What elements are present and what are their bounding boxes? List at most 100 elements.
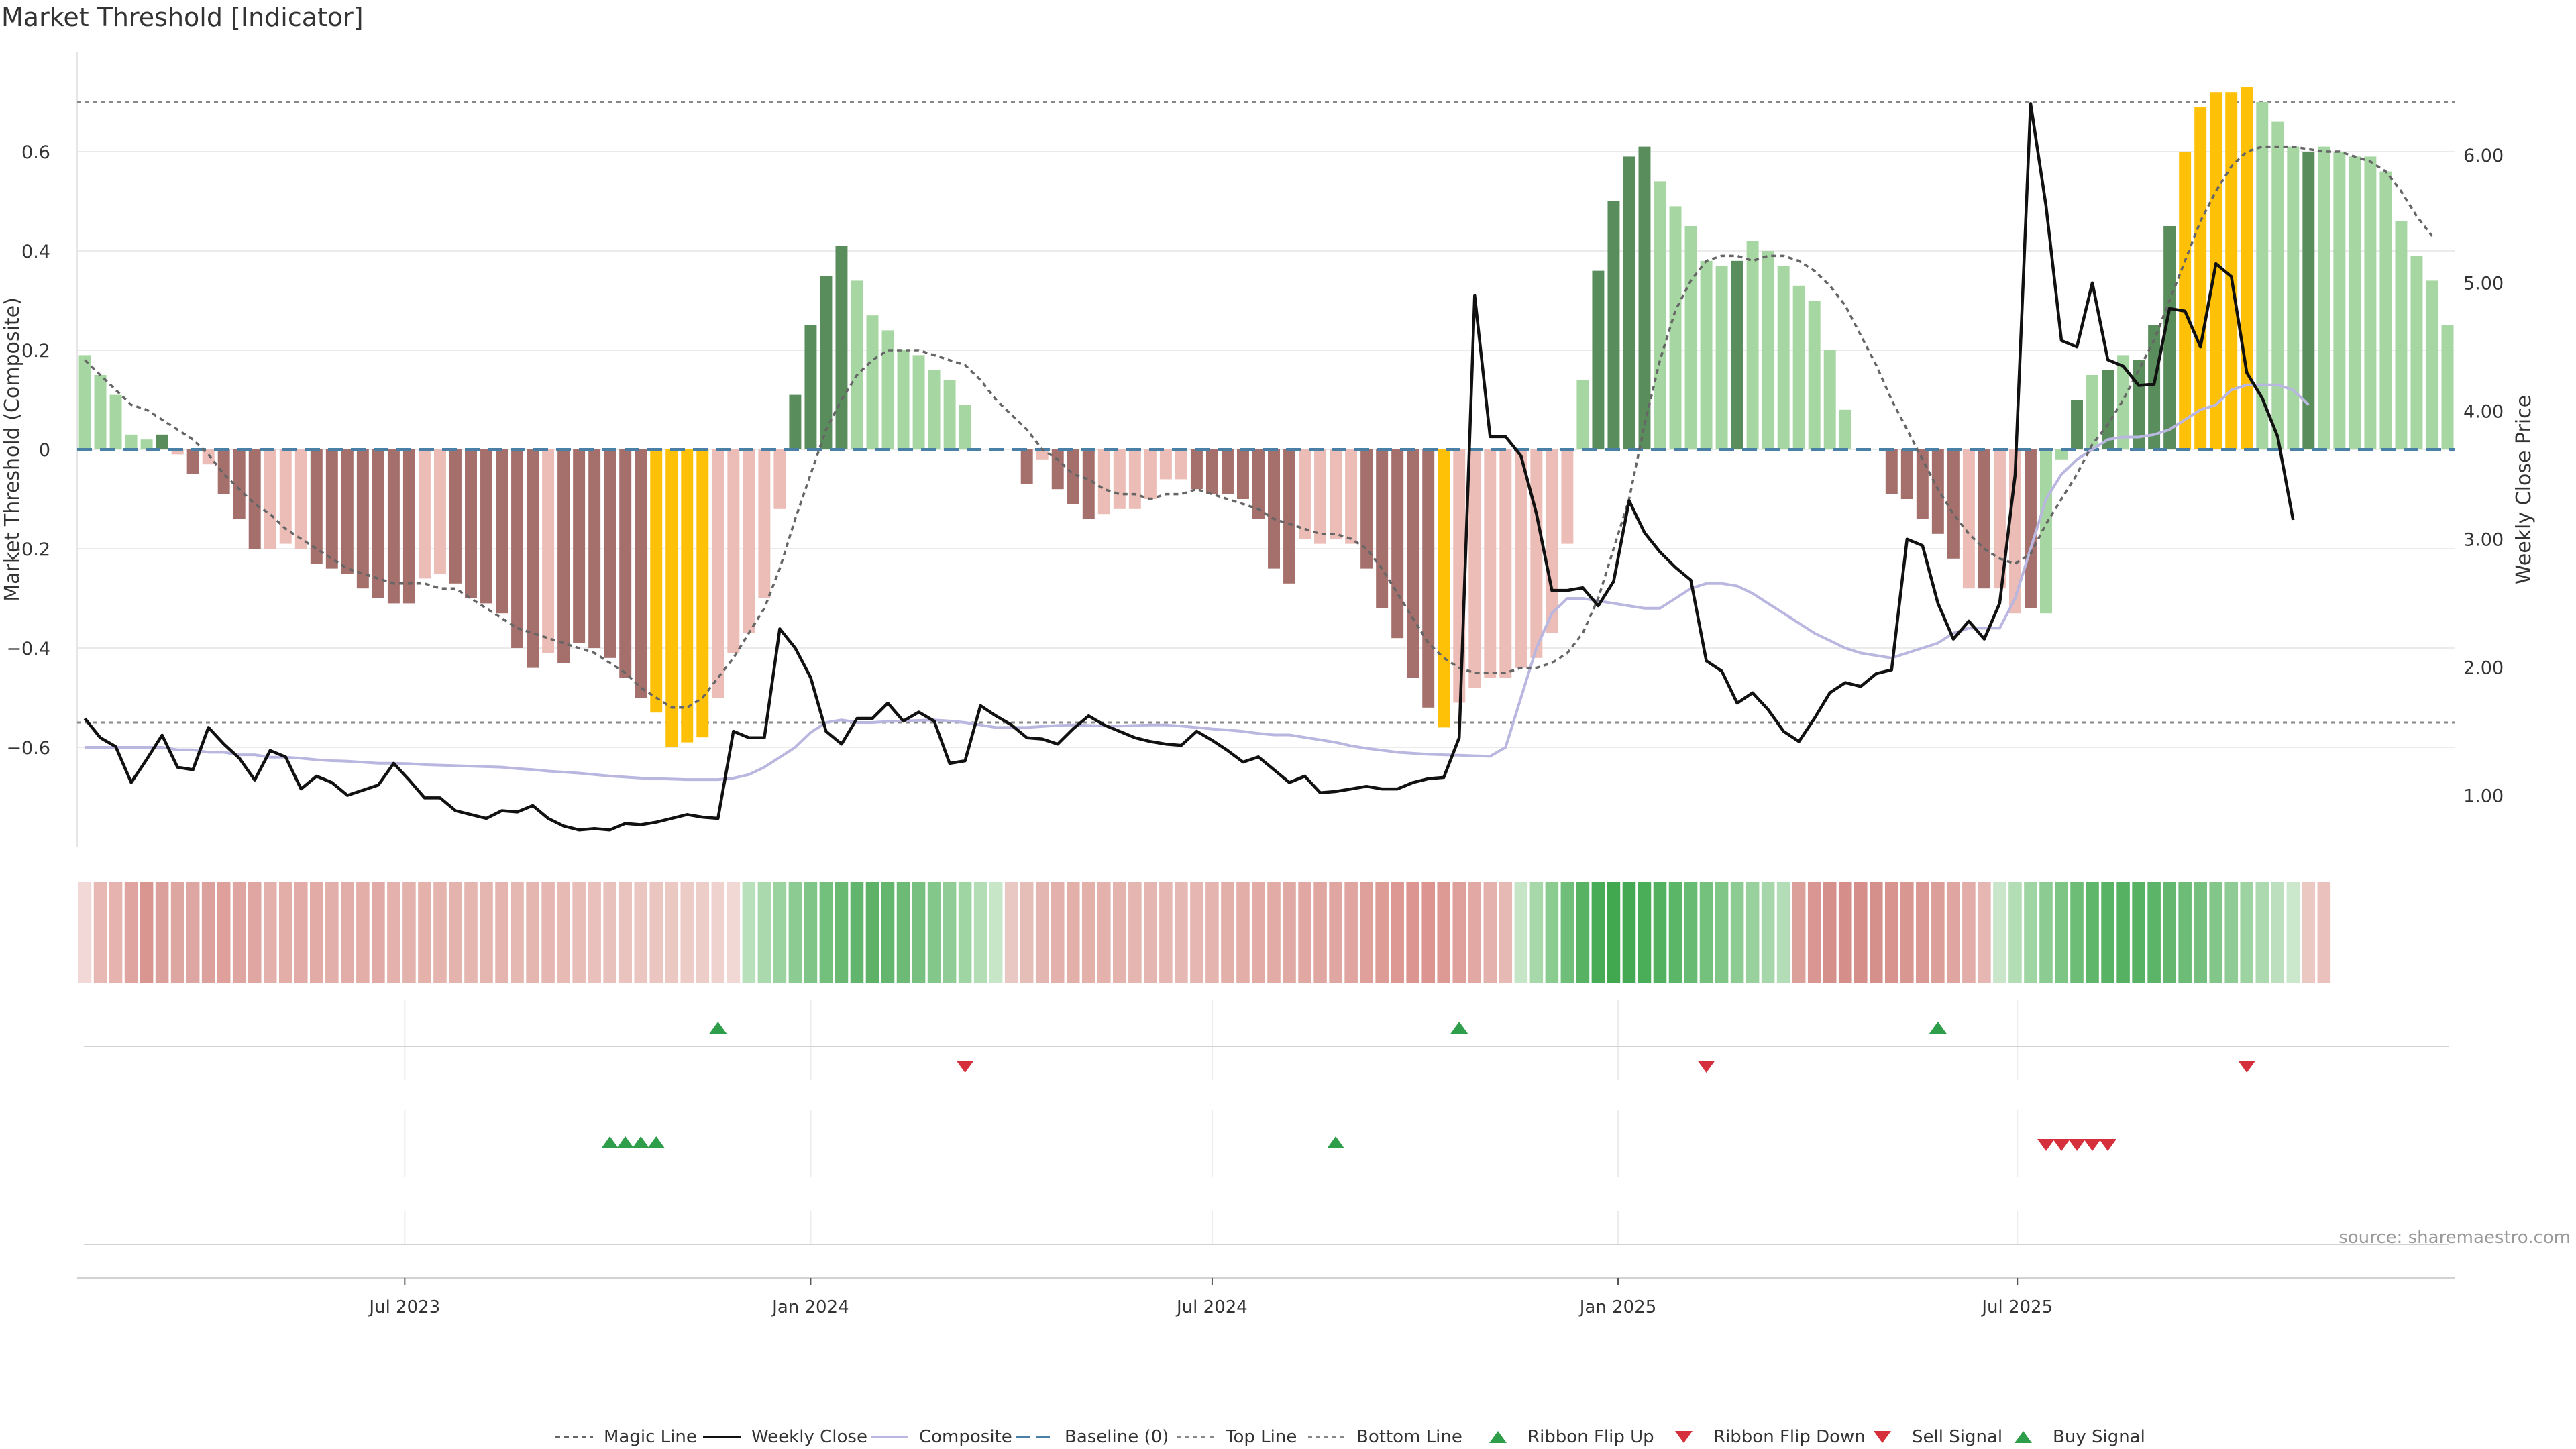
ribbon-cell — [2086, 882, 2099, 983]
bar — [681, 449, 694, 743]
bar — [2271, 121, 2284, 449]
ribbon-cell — [1421, 882, 1435, 983]
legend-swatch — [1675, 1431, 1693, 1443]
ribbon-flip-down-marker — [2238, 1061, 2256, 1073]
ribbon-cell — [773, 882, 787, 983]
bar — [1515, 449, 1527, 668]
bar — [1530, 449, 1543, 658]
ribbon-cell — [372, 882, 385, 983]
weekly-close-line — [83, 102, 2295, 832]
bar — [2225, 92, 2238, 449]
ribbon-flip-down-marker — [956, 1061, 974, 1073]
bar — [1993, 449, 2006, 589]
ribbon-cell — [2224, 882, 2239, 983]
x-tick-label: Jan 2024 — [771, 1297, 849, 1318]
ribbon-cell — [1375, 882, 1389, 983]
bar — [1823, 350, 1836, 449]
ribbon-flip-up-marker — [709, 1022, 727, 1034]
ribbon-cell — [278, 882, 292, 983]
ribbon-cell — [1329, 882, 1342, 983]
source-label: source: sharemaestro.com — [2339, 1228, 2571, 1248]
ribbon-cell — [557, 882, 570, 983]
bar — [294, 449, 307, 549]
bar — [2395, 221, 2408, 449]
bar — [1931, 449, 1944, 534]
bar — [1330, 449, 1342, 539]
bar — [928, 370, 941, 449]
ribbon-cell — [1607, 882, 1621, 983]
bar — [1762, 251, 1774, 449]
ribbon-cell — [2132, 882, 2145, 983]
ribbon-cell — [1221, 882, 1234, 983]
bar — [1900, 449, 1913, 499]
bar — [1360, 449, 1373, 569]
ribbon-cell — [927, 882, 941, 983]
ribbon-cell — [2039, 882, 2053, 983]
bar — [1268, 449, 1280, 569]
sell-signal-marker — [2068, 1139, 2086, 1151]
ribbon-cell — [402, 882, 416, 983]
bar — [912, 355, 925, 449]
ribbon-cell — [1205, 882, 1219, 983]
bar — [279, 449, 292, 544]
ribbon-cell — [1081, 882, 1095, 983]
bar — [1236, 449, 1249, 499]
bar — [1638, 146, 1651, 449]
ribbon-cell — [1035, 882, 1049, 983]
bar — [356, 449, 369, 589]
ribbon-cell — [819, 882, 833, 983]
bar — [1190, 449, 1203, 490]
ribbon-cell — [2240, 882, 2254, 983]
ribbon-cell — [865, 882, 879, 983]
bar — [1978, 449, 1990, 589]
bar — [2040, 449, 2052, 614]
bar — [264, 449, 276, 549]
bar — [2102, 370, 2114, 449]
ribbon-cell — [1854, 882, 1868, 983]
bar — [325, 449, 338, 569]
bar — [1576, 380, 1589, 449]
ribbon-cell — [1144, 882, 1157, 983]
ribbon-cell — [186, 882, 200, 983]
y2-axis-label: Weekly Close Price — [2512, 395, 2536, 584]
ribbon-cell — [78, 882, 92, 983]
ribbon-cell — [1298, 882, 1311, 983]
bar — [156, 434, 168, 449]
bar — [1391, 449, 1404, 639]
ribbon-cell — [1746, 882, 1760, 983]
bar — [1020, 449, 1033, 484]
bar — [2349, 156, 2361, 449]
ribbon-cell — [2209, 882, 2222, 983]
y2-tick-label: 3.00 — [2463, 530, 2504, 551]
bar — [696, 449, 709, 738]
ribbon-cell — [2101, 882, 2114, 983]
bar — [804, 325, 817, 449]
bar — [78, 355, 91, 449]
ribbon-cell — [1097, 882, 1111, 983]
ribbon-cell — [387, 882, 400, 983]
bar — [1468, 449, 1481, 688]
bar — [511, 449, 524, 648]
bar — [2318, 146, 2330, 449]
ribbon-cell — [1514, 882, 1528, 983]
ribbon-cell — [1468, 882, 1482, 983]
bar — [542, 449, 555, 653]
ribbon-cell — [1159, 882, 1173, 983]
bar — [480, 449, 492, 604]
ribbon-cell — [2055, 882, 2068, 983]
ribbon-cell — [1283, 882, 1296, 983]
ribbon-cell — [1545, 882, 1559, 983]
bar — [619, 449, 632, 678]
bar — [1051, 449, 1064, 490]
ribbon-cell — [1885, 882, 1898, 983]
bar — [1407, 449, 1419, 678]
buy-signal-marker — [616, 1136, 635, 1148]
y2-tick-label: 5.00 — [2463, 274, 2504, 294]
legend-label: Bottom Line — [1356, 1427, 1462, 1447]
bar — [743, 449, 755, 633]
bar — [2055, 449, 2068, 460]
legend-swatch — [1489, 1431, 1507, 1443]
ribbon-cell — [449, 882, 462, 983]
bar — [1839, 409, 1851, 449]
magic-line — [84, 145, 2433, 709]
